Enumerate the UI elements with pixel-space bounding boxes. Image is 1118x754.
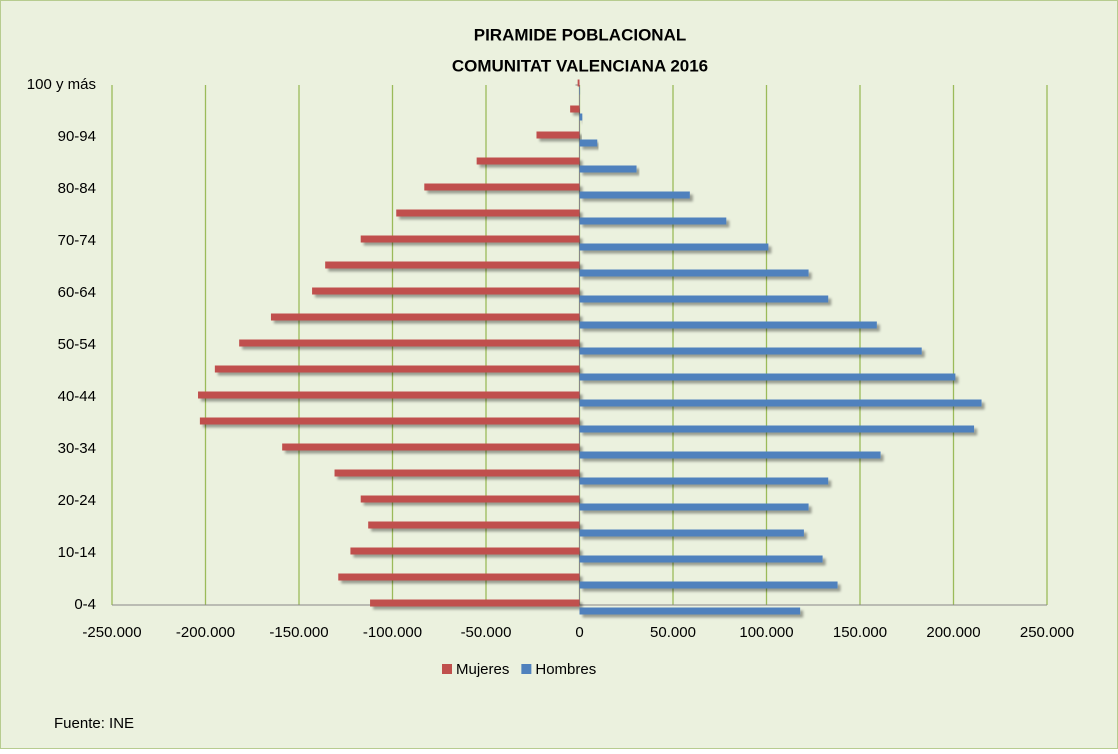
bar	[579, 87, 581, 95]
bar	[239, 339, 580, 347]
x-tick-label: -150.000	[269, 624, 328, 641]
x-tick-label: 250.000	[1020, 624, 1074, 641]
y-tick-label: 10-14	[58, 544, 96, 561]
x-tick-label: -200.000	[176, 624, 235, 641]
legend-swatch	[521, 664, 532, 674]
x-tick-label: 100.000	[739, 624, 793, 641]
bar	[579, 607, 801, 615]
chart-subtitle: COMUNITAT VALENCIANA 2016	[452, 56, 708, 75]
bar	[579, 191, 690, 199]
bar	[199, 417, 580, 425]
y-tick-label: 40-44	[58, 388, 96, 405]
bar	[579, 581, 838, 589]
bar	[198, 391, 580, 399]
bar	[424, 183, 580, 191]
bar	[360, 495, 580, 503]
y-tick-label: 30-34	[58, 440, 96, 457]
bar	[350, 547, 580, 555]
y-tick-label: 50-54	[58, 336, 96, 353]
x-tick-label: -50.000	[461, 624, 512, 641]
legend-label: Hombres	[535, 661, 596, 678]
bar	[368, 521, 580, 529]
bar	[282, 443, 580, 451]
bar	[360, 235, 580, 243]
x-tick-label: -250.000	[82, 624, 141, 641]
bar	[579, 373, 956, 381]
bar	[579, 217, 727, 225]
bar	[579, 529, 804, 537]
bar	[579, 425, 975, 433]
x-tick-label: 150.000	[833, 624, 887, 641]
bar	[334, 469, 580, 477]
y-tick-label: 80-84	[58, 180, 96, 197]
source: Fuente: INE	[54, 715, 134, 732]
bar	[270, 313, 580, 321]
bar	[476, 157, 580, 165]
bar	[577, 79, 580, 87]
bar	[579, 347, 922, 355]
bar	[579, 451, 881, 459]
bar	[579, 139, 598, 147]
bar	[579, 555, 823, 563]
bar	[579, 321, 877, 329]
bar	[214, 365, 580, 373]
legend-swatch	[442, 664, 452, 674]
x-tick-label: 0	[575, 624, 583, 641]
bar	[579, 295, 829, 303]
bar	[579, 165, 637, 173]
y-tick-label: 0-4	[74, 596, 96, 613]
x-tick-label: 50.000	[650, 624, 696, 641]
bar	[570, 105, 580, 113]
bar	[536, 131, 580, 139]
legend-label: Mujeres	[456, 661, 509, 678]
bar	[579, 503, 809, 511]
bar	[338, 573, 580, 581]
y-tick-label: 60-64	[58, 284, 96, 301]
y-tick-label: 20-24	[58, 492, 96, 509]
bar	[312, 287, 580, 295]
bar	[396, 209, 580, 217]
chart-title: PIRAMIDE POBLACIONAL	[474, 25, 687, 44]
bar	[325, 261, 580, 269]
bar	[579, 477, 829, 485]
y-tick-label: 70-74	[58, 232, 96, 249]
y-tick-label: 90-94	[58, 128, 96, 145]
bar	[579, 269, 809, 277]
bar	[370, 599, 580, 607]
y-tick-label: 100 y más	[27, 76, 96, 93]
bar	[579, 243, 769, 251]
bar	[579, 113, 583, 121]
bar	[579, 399, 982, 407]
x-tick-label: -100.000	[363, 624, 422, 641]
x-tick-label: 200.000	[926, 624, 980, 641]
